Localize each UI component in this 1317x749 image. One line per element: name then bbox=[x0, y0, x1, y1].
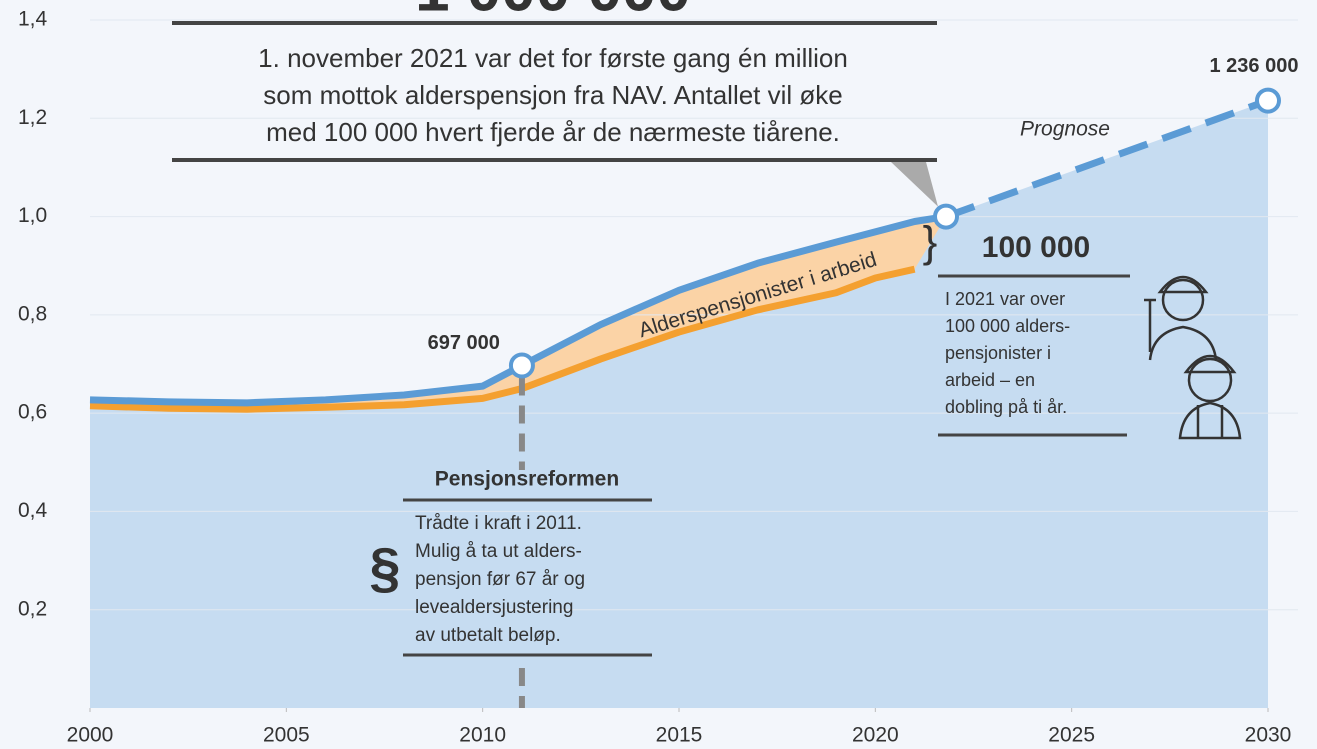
note-text: som mottok alderspensjon fra NAV. Antall… bbox=[263, 80, 843, 110]
y-tick-label: 0,4 bbox=[18, 499, 48, 522]
point bbox=[1255, 87, 1281, 114]
forecast-label: Prognose bbox=[1020, 118, 1110, 141]
x-tick-label: 2010 bbox=[459, 724, 506, 747]
point bbox=[933, 203, 960, 230]
headline: 1 000 000 bbox=[415, 0, 691, 24]
y-tick-label: 0,8 bbox=[18, 302, 47, 325]
callout-pointer bbox=[891, 162, 939, 207]
reform-text: Trådte i kraft i 2011. bbox=[415, 513, 582, 534]
x-tick-label: 2015 bbox=[656, 724, 703, 747]
working-text: I 2021 var over bbox=[945, 289, 1065, 309]
x-tick-label: 2020 bbox=[852, 724, 899, 747]
note-text: med 100 000 hvert fjerde år de nærmeste … bbox=[266, 117, 840, 147]
y-tick-label: 1,4 bbox=[18, 8, 48, 31]
brace: } bbox=[923, 218, 938, 267]
point bbox=[508, 352, 535, 379]
reform-title: Pensjonsreformen bbox=[435, 468, 619, 491]
area bbox=[90, 100, 1268, 708]
working-text: 100 000 alders- bbox=[945, 316, 1070, 336]
y-tick-label: 1,0 bbox=[18, 204, 47, 227]
reform-text: av utbetalt beløp. bbox=[415, 625, 561, 646]
value-label: 1 236 000 bbox=[1210, 55, 1299, 77]
reform-text: pensjon før 67 år og bbox=[415, 569, 585, 590]
value-label: 697 000 bbox=[428, 332, 500, 354]
x-tick-label: 2030 bbox=[1245, 724, 1292, 747]
x-tick-label: 2025 bbox=[1048, 724, 1095, 747]
working-title: 100 000 bbox=[982, 231, 1090, 264]
x-tick-label: 2000 bbox=[67, 724, 114, 747]
working-text: arbeid – en bbox=[945, 370, 1035, 390]
working-text: pensjonister i bbox=[945, 343, 1051, 363]
y-tick-label: 1,2 bbox=[18, 106, 47, 129]
note-text: 1. november 2021 var det for første gang… bbox=[258, 43, 848, 73]
worker-icons bbox=[1144, 275, 1242, 440]
working-text: dobling på ti år. bbox=[945, 397, 1067, 417]
reform-text: levealdersjustering bbox=[415, 597, 573, 618]
reform-symbol: § bbox=[369, 536, 400, 599]
y-tick-label: 0,2 bbox=[18, 597, 47, 620]
reform-text: Mulig å ta ut alders- bbox=[415, 541, 582, 562]
line bbox=[944, 97, 1270, 220]
x-tick-label: 2005 bbox=[263, 724, 310, 747]
y-tick-label: 0,6 bbox=[18, 401, 47, 424]
